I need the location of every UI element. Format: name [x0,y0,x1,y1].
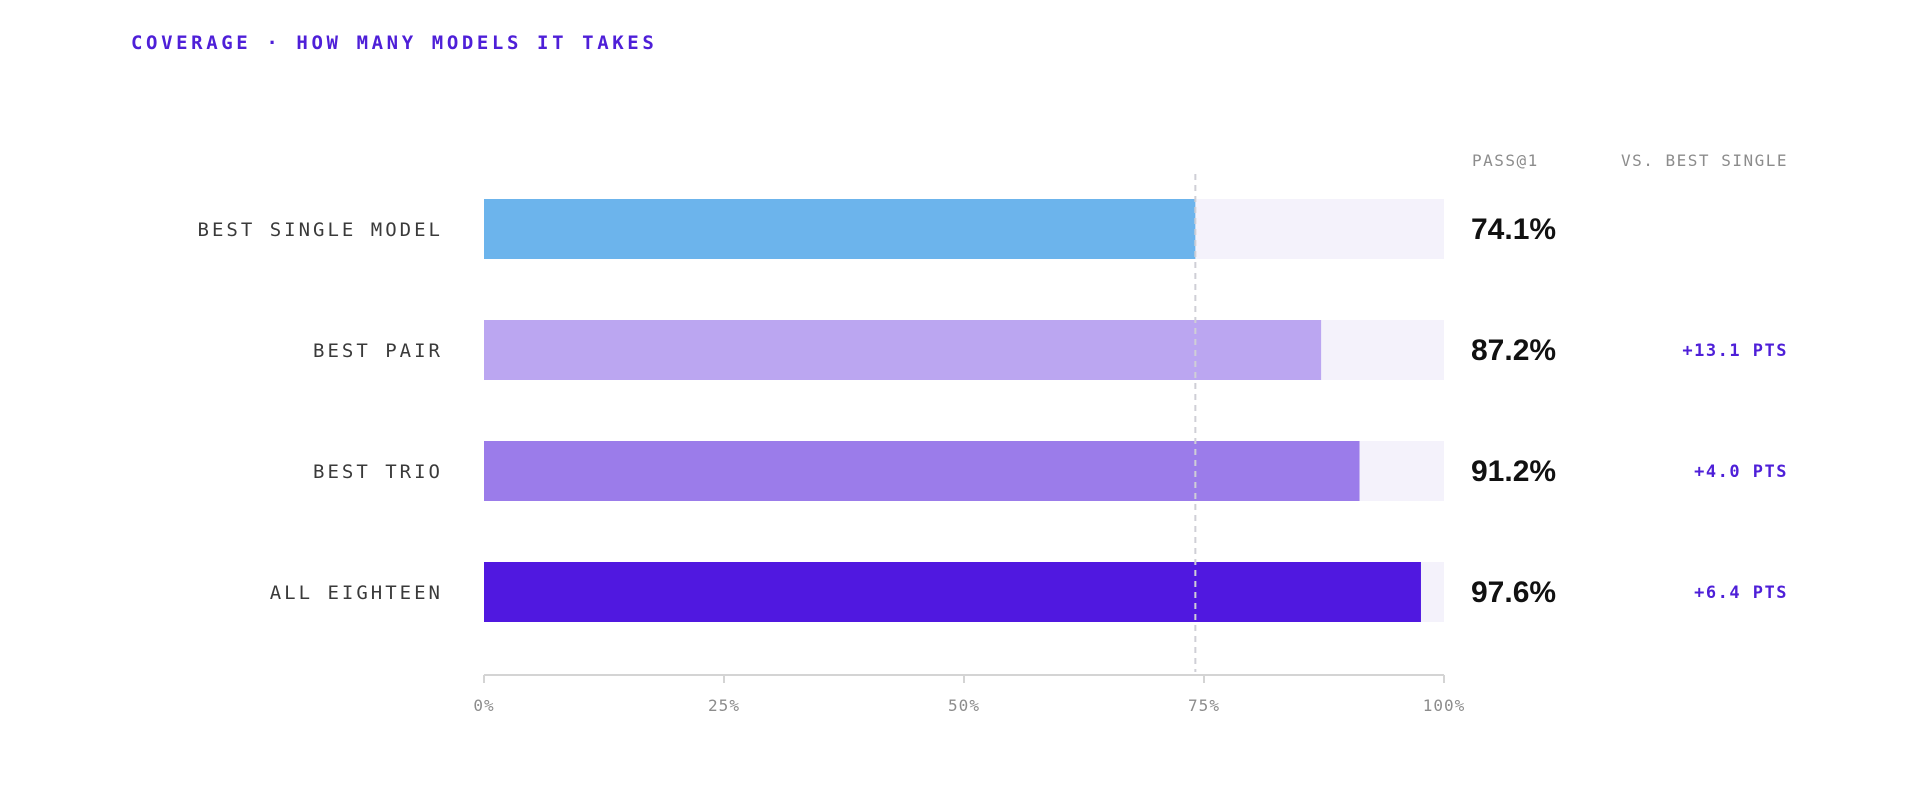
bar-rows: BEST SINGLE MODEL 74.1% BEST PAIR 87.2% +13.… [198,174,1788,672]
x-tick-label: 25% [708,696,740,715]
x-tick-label: 100% [1423,696,1466,715]
category-label: BEST TRIO [313,461,443,483]
bar [484,320,1322,380]
x-tick-label: 75% [1188,696,1220,715]
value-label: 87.2% [1471,334,1556,367]
chart-eyebrow: COVERAGE · HOW MANY MODELS IT TAKES [131,32,657,54]
category-label: BEST PAIR [313,340,443,362]
x-axis: 0% 25% 50% 75% 100% [473,674,1466,715]
category-label: BEST SINGLE MODEL [198,219,443,241]
value-label: 74.1% [1471,213,1556,246]
category-label: ALL EIGHTEEN [270,582,443,604]
x-tick-label: 50% [948,696,980,715]
column-header-value: PASS@1 [1472,151,1539,170]
x-tick-label: 0% [473,696,494,715]
value-label: 91.2% [1471,455,1556,488]
delta-label: +6.4 PTS [1694,583,1788,603]
delta-label: +13.1 PTS [1682,341,1788,361]
bar [484,441,1360,501]
bar [484,199,1196,259]
value-label: 97.6% [1471,576,1556,609]
column-header-delta: VS. BEST SINGLE [1621,151,1788,170]
bar [484,562,1421,622]
delta-label: +4.0 PTS [1694,462,1788,482]
